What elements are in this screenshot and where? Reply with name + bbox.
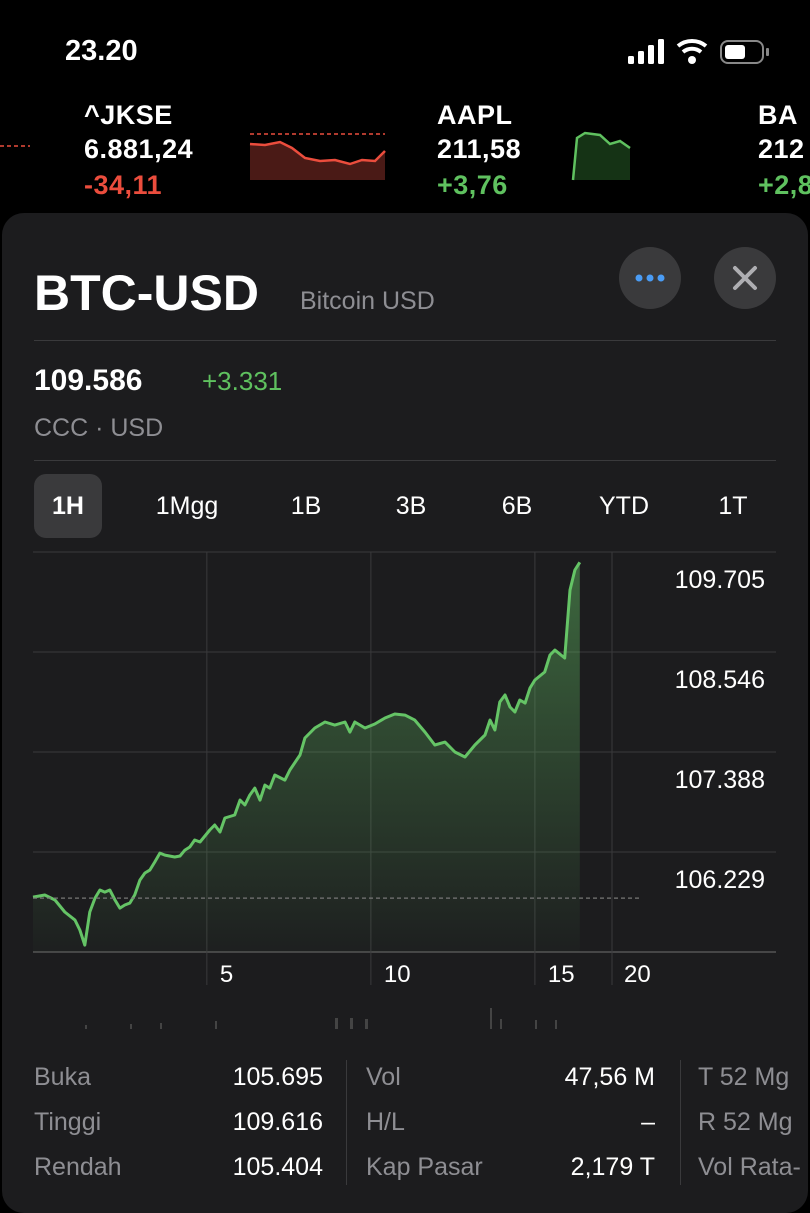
ticker-symbol[interactable]: BA [758, 100, 798, 130]
range-tab[interactable]: 1Mgg [155, 492, 219, 520]
ticker-sparklines [0, 131, 631, 181]
stat-value: – [641, 1108, 655, 1136]
stat-label: R 52 Mg [698, 1108, 793, 1136]
detail-card [2, 213, 808, 1213]
stat-value: 105.695 [232, 1063, 323, 1091]
stat-value: 105.404 [232, 1153, 323, 1181]
header-buttons[interactable] [618, 247, 778, 311]
x-tick-label: 5 [220, 961, 233, 988]
subtitle: Bitcoin USD [300, 287, 435, 315]
stat-label: Vol Rata- [698, 1153, 801, 1181]
stat-value: 2,179 T [570, 1153, 655, 1181]
stat-label: T 52 Mg [698, 1063, 790, 1091]
ticker-change: +2,8 [758, 170, 810, 200]
y-tick-label: 106.229 [675, 866, 765, 894]
stat-label: Tinggi [34, 1108, 102, 1136]
range-tab[interactable]: 1B [290, 492, 322, 520]
price-change: +3.331 [202, 366, 283, 396]
range-tab[interactable]: 1T [718, 492, 748, 520]
ticker-price: 6.881,24 [84, 134, 194, 164]
ticker-symbol[interactable]: ^JKSE [84, 100, 173, 130]
ticker-price: 211,58 [437, 134, 522, 164]
chart: 109.705 108.546 107.388 106.229 5 10 15 20 [32, 551, 776, 1029]
area [33, 562, 580, 952]
y-tick-label: 109.705 [675, 566, 765, 594]
status-time: 23.20 [65, 35, 138, 67]
line [32, 561, 582, 947]
stat-value: 47,56 M [564, 1063, 655, 1091]
divider [34, 460, 776, 461]
stat-value: 109.616 [232, 1108, 323, 1136]
divider [34, 340, 776, 341]
y-tick-label: 108.546 [675, 666, 765, 694]
divider [346, 1060, 347, 1185]
stat-label: Buka [34, 1063, 91, 1091]
x-tick-label: 15 [548, 961, 575, 988]
title: BTC-USD [34, 265, 259, 321]
x-tick-label: 10 [384, 961, 411, 988]
stat-label: Kap Pasar [366, 1153, 483, 1181]
price: 109.586 [34, 364, 143, 397]
divider [680, 1060, 681, 1185]
range-tab[interactable]: 1H [34, 474, 102, 538]
stat-label: H/L [366, 1108, 405, 1136]
status-icons [628, 38, 769, 64]
range-tab[interactable]: YTD [599, 492, 649, 520]
ticker-change: +3,76 [437, 170, 508, 200]
exchange: CCC · USD [34, 414, 164, 442]
ticker-symbol[interactable]: AAPL [437, 100, 513, 130]
range-tab[interactable]: 3B [395, 492, 427, 520]
x-tick-label: 20 [624, 961, 651, 988]
stat-label: Rendah [34, 1153, 122, 1181]
y-tick-label: 107.388 [675, 766, 765, 794]
range-tab[interactable]: 6B [501, 492, 533, 520]
stat-label: Vol [366, 1063, 401, 1091]
ticker-price: 212 [758, 134, 805, 164]
ticker-change: -34,11 [84, 170, 163, 200]
